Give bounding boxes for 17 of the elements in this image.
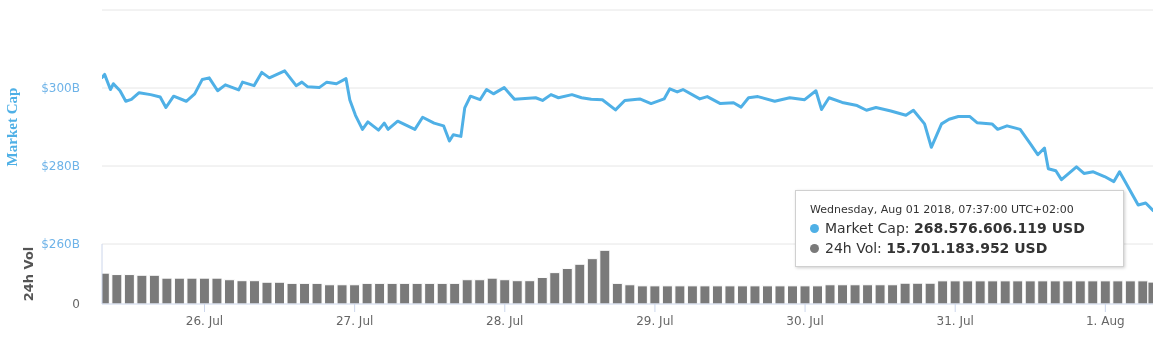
- x-tick-label: 30. Jul: [786, 313, 824, 328]
- x-tick-label: 28. Jul: [486, 313, 524, 328]
- text: 0: [72, 297, 80, 312]
- tooltip-panel: Wednesday, Aug 01 2018, 07:37:00 UTC+02:00 Market Cap: 268.576.606.119 USD 24h Vol: 15.701.183.952 USD: [795, 190, 1124, 267]
- y-tick-label: $280B: [41, 159, 80, 174]
- y-tick-label: $300B: [41, 81, 80, 96]
- annotation: 24h Vol: 15.701.183.952 USD: [825, 239, 1048, 258]
- x-tick-label: 1. Aug: [1086, 313, 1125, 328]
- y-tick-label: $260B: [41, 237, 80, 252]
- x-tick-label: 26. Jul: [185, 313, 224, 328]
- y-axis-title: 24h Vol: [20, 246, 36, 302]
- x-tick-label: 27. Jul: [335, 313, 374, 328]
- x-tick-label: 31. Jul: [936, 313, 974, 328]
- x-tick-label: 29. Jul: [636, 313, 674, 328]
- annotation: Wednesday, Aug 01 2018, 07:37:00 UTC+02:00: [810, 203, 1075, 216]
- annotation: Market Cap: 268.576.606.119 USD: [825, 219, 1085, 238]
- y-axis-title: Market Cap: [4, 87, 21, 167]
